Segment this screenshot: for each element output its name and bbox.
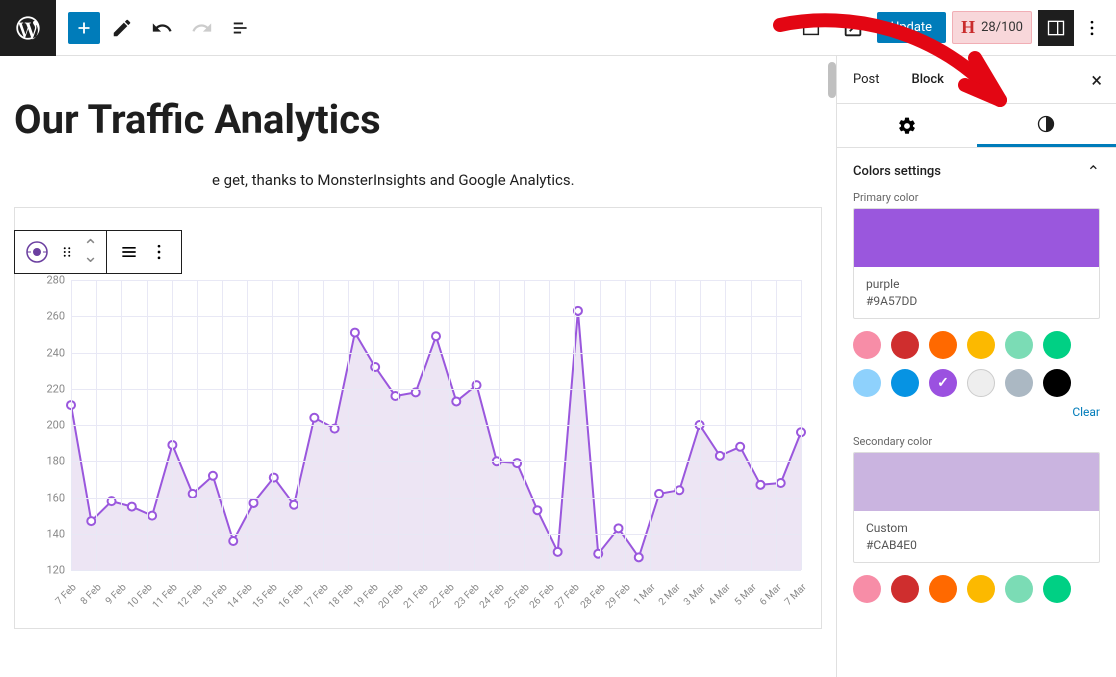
view-button[interactable] [793, 10, 829, 46]
preview-button[interactable] [835, 10, 871, 46]
edit-mode-button[interactable] [104, 10, 140, 46]
drag-handle-icon[interactable] [53, 238, 81, 266]
palette-color[interactable] [1043, 331, 1071, 359]
move-block-arrows[interactable]: ⌃ ⌄ [83, 242, 98, 262]
sidebar-close-button[interactable]: × [1077, 68, 1116, 92]
palette-color[interactable] [891, 369, 919, 397]
editor-canvas[interactable]: Our Traffic Analytics ⌃ ⌄ [0, 56, 836, 677]
toolbar-left-group [56, 10, 260, 46]
list-view-icon[interactable] [115, 238, 143, 266]
primary-color-swatch[interactable]: purple #9A57DD [853, 208, 1100, 319]
palette-color[interactable] [1005, 369, 1033, 397]
chart-y-axis: 120140160180200220240260280 [35, 280, 71, 570]
palette-color[interactable] [929, 331, 957, 359]
primary-color-name: purple [866, 277, 1087, 291]
block-toolbar: ⌃ ⌄ [14, 230, 182, 274]
palette-color[interactable] [1043, 369, 1071, 397]
add-block-button[interactable] [68, 12, 100, 44]
settings-sidebar: Post Block × Colors settings ⌃ Primary c… [836, 56, 1116, 677]
tab-post[interactable]: Post [837, 56, 896, 104]
palette-color[interactable] [929, 369, 957, 397]
seo-score-badge[interactable]: H 28/100 [952, 11, 1032, 44]
settings-sidebar-toggle[interactable] [1038, 10, 1074, 46]
more-options-button[interactable] [1080, 10, 1104, 46]
chevron-down-icon[interactable]: ⌄ [83, 252, 98, 262]
details-button[interactable] [224, 10, 260, 46]
page-title[interactable]: Our Traffic Analytics [14, 96, 822, 143]
secondary-color-label: Secondary color [853, 435, 1100, 448]
palette-color[interactable] [1043, 575, 1071, 603]
palette-color[interactable] [891, 575, 919, 603]
palette-color[interactable] [967, 575, 995, 603]
toolbar-right-group: Update H 28/100 [793, 10, 1116, 46]
palette-color[interactable] [891, 331, 919, 359]
color-palette-secondary [853, 575, 1100, 603]
tab-block[interactable]: Block [896, 56, 960, 104]
secondary-color-name: Custom [866, 521, 1087, 535]
monsterinsights-block-icon[interactable] [23, 238, 51, 266]
subtab-settings[interactable] [837, 104, 977, 147]
intro-paragraph[interactable]: e get, thanks to MonsterInsights and Goo… [212, 171, 822, 189]
color-palette-primary [853, 331, 1100, 397]
palette-color[interactable] [853, 369, 881, 397]
redo-button[interactable] [184, 10, 220, 46]
palette-color[interactable] [1005, 331, 1033, 359]
wordpress-logo[interactable] [0, 0, 56, 56]
primary-color-label: Primary color [853, 191, 1100, 204]
update-button[interactable]: Update [877, 12, 946, 43]
chart-x-axis: 7 Feb8 Feb9 Feb10 Feb11 Feb12 Feb13 Feb1… [71, 576, 801, 606]
palette-color[interactable] [967, 331, 995, 359]
colors-panel: Colors settings ⌃ Primary color purple #… [837, 148, 1116, 625]
palette-color[interactable] [929, 575, 957, 603]
seo-score-value: 28/100 [981, 20, 1023, 35]
chevron-up-icon: ⌃ [1087, 162, 1100, 181]
palette-color[interactable] [853, 331, 881, 359]
editor-topbar: Update H 28/100 [0, 0, 1116, 56]
palette-color[interactable] [967, 369, 995, 397]
seo-h-icon: H [961, 17, 975, 38]
secondary-color-swatch[interactable]: Custom #CAB4E0 [853, 452, 1100, 563]
clear-primary-color-link[interactable]: Clear [853, 405, 1100, 419]
editor-scrollbar[interactable] [826, 56, 836, 677]
sidebar-subtabs [837, 104, 1116, 148]
palette-color[interactable] [1005, 575, 1033, 603]
undo-button[interactable] [144, 10, 180, 46]
subtab-styles[interactable] [977, 104, 1116, 147]
secondary-color-hex: #CAB4E0 [866, 538, 917, 552]
palette-color[interactable] [853, 575, 881, 603]
primary-color-hex: #9A57DD [866, 294, 917, 308]
colors-panel-title: Colors settings [853, 164, 941, 179]
sidebar-tabs: Post Block × [837, 56, 1116, 104]
chart-plot-area [71, 280, 801, 570]
block-more-options-icon[interactable] [145, 238, 173, 266]
colors-panel-header[interactable]: Colors settings ⌃ [853, 162, 1100, 181]
